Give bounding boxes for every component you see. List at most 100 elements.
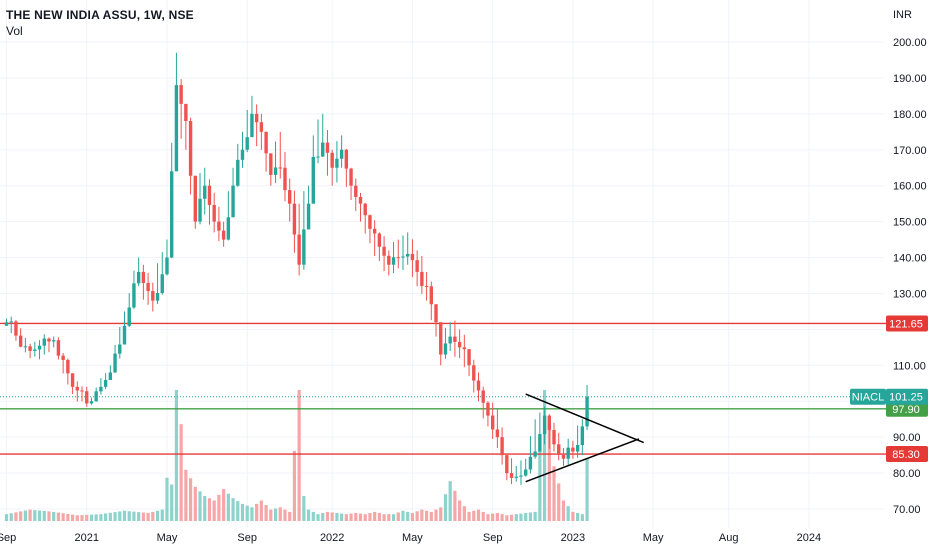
volume-bar [363, 514, 367, 521]
volume-bar [302, 495, 306, 521]
volume-bar [505, 515, 509, 521]
volume-bar [42, 510, 46, 521]
candle-body [165, 257, 169, 275]
volume-bar [443, 494, 448, 521]
candle-body [547, 415, 551, 430]
candle-body [302, 229, 306, 265]
volume-bar [278, 507, 282, 521]
candle-body [571, 447, 575, 452]
candle-body [505, 455, 509, 474]
candle-body [321, 142, 325, 157]
volume-bar [538, 450, 542, 521]
volume-series [4, 390, 589, 521]
volume-bar [533, 511, 537, 521]
candle-body [103, 380, 108, 387]
last-price-badge-bg [886, 388, 928, 405]
candle-body [349, 168, 353, 186]
candle-body [146, 282, 150, 292]
candle-body [561, 454, 566, 459]
candle-body [283, 167, 287, 191]
volume-bar [89, 514, 94, 521]
price-axis[interactable]: INR 70.00 80.00 90.00 110.00 130.00 140.00 150… [893, 9, 927, 516]
volume-bar [297, 390, 301, 521]
trendlines[interactable] [525, 393, 644, 483]
volume-bar [415, 511, 419, 521]
candle-body [292, 203, 297, 235]
volume-bar [193, 486, 197, 521]
volume-bar [316, 514, 320, 521]
x-tick-label: Sep [483, 532, 503, 544]
horizontal-price-lines[interactable] [0, 322, 886, 455]
x-tick-label: Sep [237, 532, 257, 544]
volume-bar [222, 489, 226, 521]
volume-bar [396, 512, 400, 521]
candle-body [377, 233, 382, 247]
candle-body [514, 476, 518, 478]
volume-bar [236, 501, 240, 521]
candle-body [188, 121, 193, 176]
x-tick-label: Sep [0, 532, 16, 544]
candle-body [330, 152, 334, 168]
volume-bar [118, 511, 122, 521]
volume-bar [424, 510, 429, 521]
volume-bar [472, 510, 476, 521]
time-axis[interactable]: Sep 2021 May Sep 2022 May Sep 2023 May Aug 2024 [0, 532, 821, 544]
candle-body [245, 137, 249, 150]
candle-body [269, 153, 273, 175]
volume-bar [113, 512, 117, 521]
volume-bar [127, 511, 131, 521]
candle-body [66, 359, 70, 374]
candle-body [448, 336, 452, 344]
volume-bar [368, 513, 372, 521]
candle-body [28, 346, 32, 351]
candle-body [420, 271, 424, 286]
candle-body [61, 355, 65, 360]
volume-bar [566, 506, 570, 521]
y-tick-label: 190.00 [893, 73, 927, 85]
volume-bar [94, 514, 98, 521]
volume-bar [198, 491, 202, 521]
volume-bar [155, 510, 160, 521]
volume-bar [9, 513, 13, 521]
candle-body [363, 203, 367, 216]
candle-body [264, 131, 268, 154]
price-badge-bg [886, 315, 928, 332]
candle-body [429, 286, 433, 305]
volume-bar [481, 511, 485, 521]
candle-body [273, 167, 278, 175]
candle-body [387, 255, 391, 265]
x-tick-label: 2022 [320, 532, 344, 544]
candle-body [18, 335, 23, 347]
candle-body [113, 353, 117, 373]
volume-bar [453, 490, 457, 521]
volume-bar [410, 513, 415, 521]
candle-body [203, 185, 207, 199]
volume-bar [585, 458, 589, 521]
volume-bar [349, 513, 353, 521]
volume-bar [259, 500, 263, 521]
volume-bar [255, 503, 259, 521]
volume-bar [151, 511, 155, 521]
volume-bar [188, 478, 193, 521]
volume-bar [524, 513, 528, 521]
volume-bar [354, 513, 358, 521]
candle-body [453, 336, 457, 342]
candle-body [344, 149, 349, 169]
volume-bar [547, 428, 551, 521]
candle-body [457, 341, 462, 348]
volume-bar [264, 505, 268, 521]
volume-bar [439, 507, 443, 521]
candle-body [75, 386, 79, 391]
volume-bar [212, 500, 216, 521]
candle-body [259, 122, 264, 132]
symbol-badge-bg [850, 388, 886, 405]
candle-body [325, 142, 330, 153]
volume-bar [14, 512, 18, 521]
candle-body [4, 322, 9, 326]
candle-body [476, 380, 481, 391]
volume-bar [66, 513, 70, 521]
candle-body [250, 113, 254, 138]
volume-bar [250, 507, 254, 521]
x-tick-label: May [402, 532, 423, 544]
